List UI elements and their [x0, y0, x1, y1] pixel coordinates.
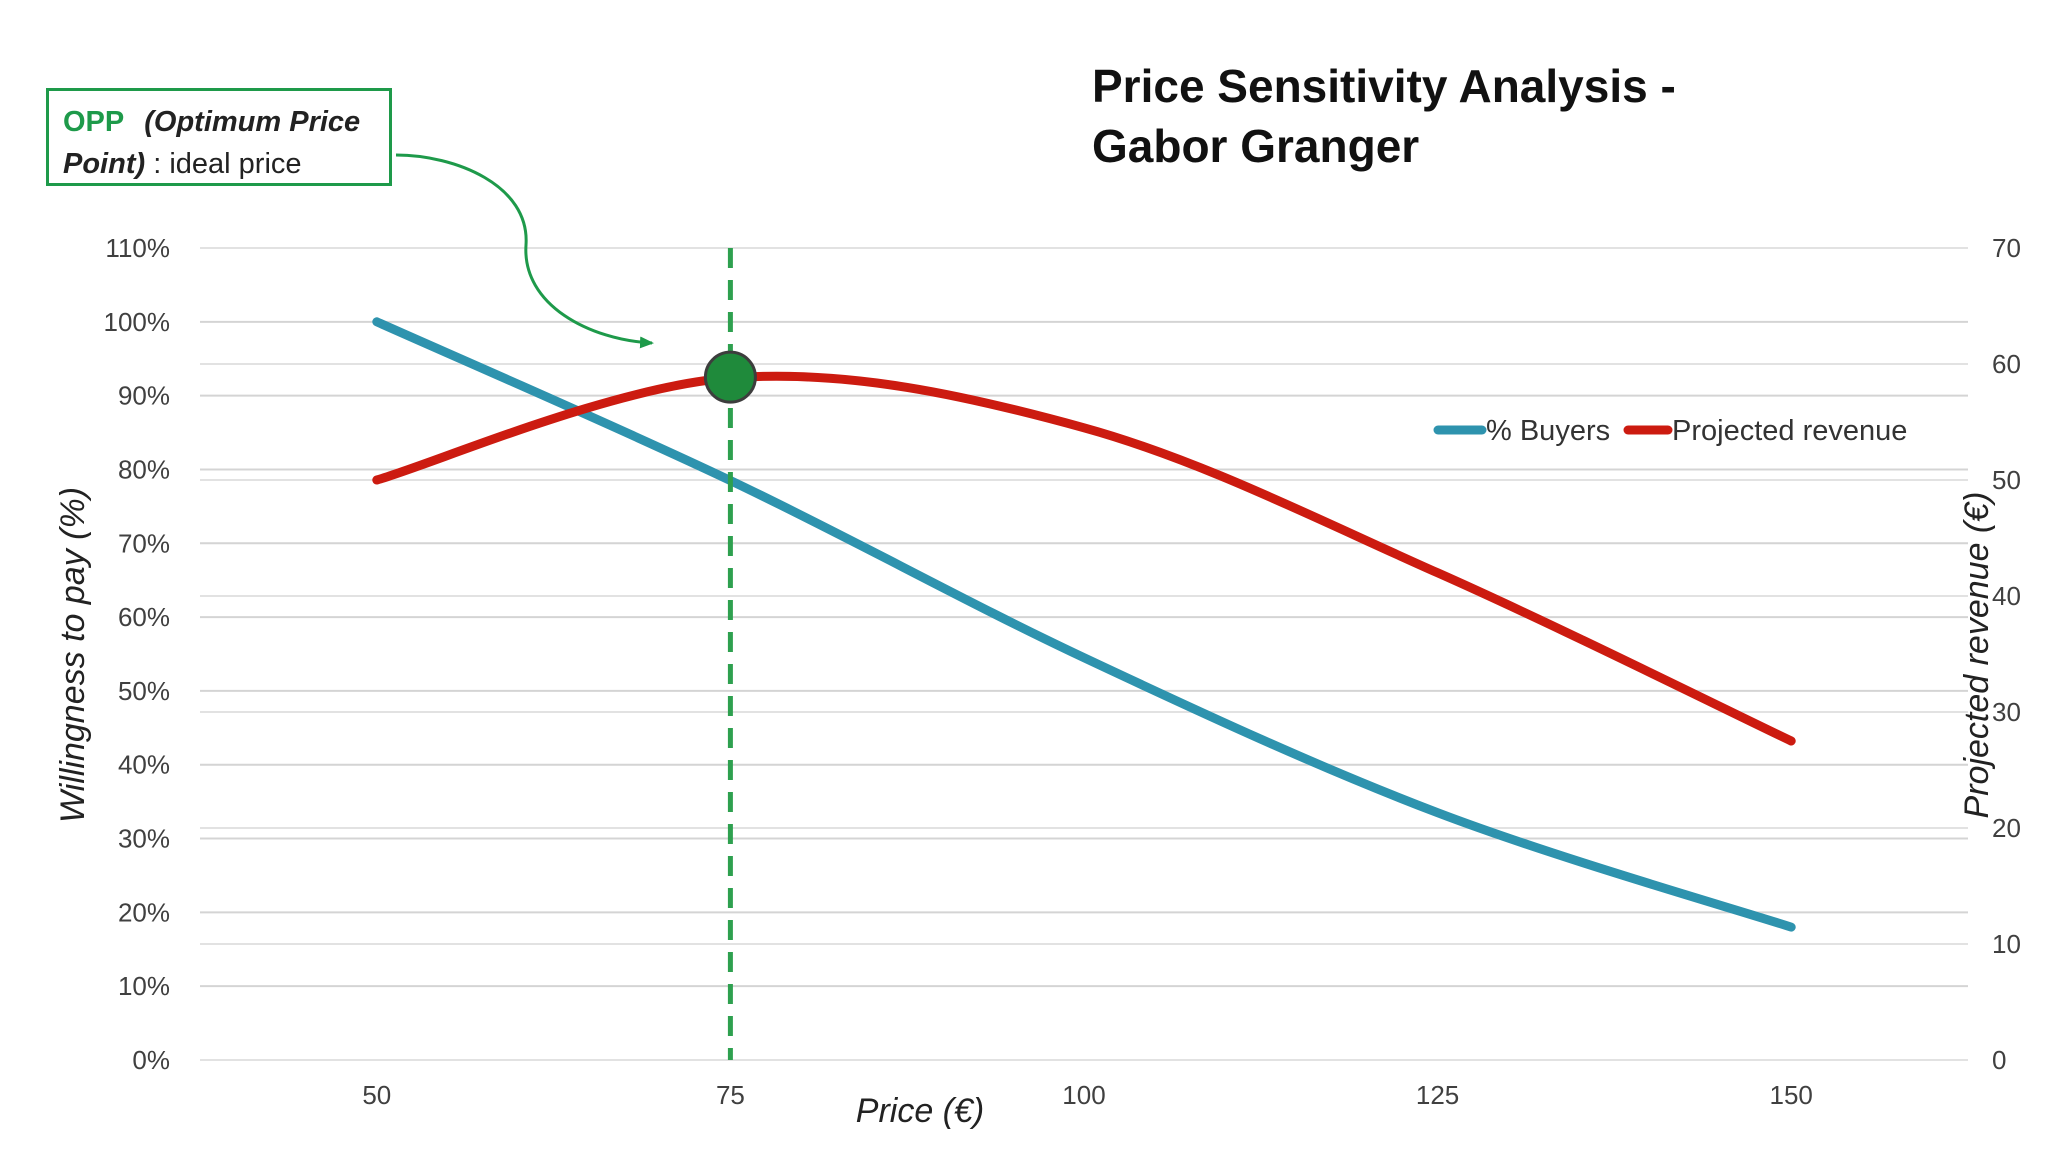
data-point-revenue	[1437, 572, 1439, 574]
chart-title-line-2: Gabor Granger	[1092, 120, 1419, 172]
opp-annotation-box: OPP (Optimum Price Point) : ideal price	[46, 88, 392, 186]
opp-description: : ideal price	[145, 148, 302, 180]
opp-full-name: (Optimum Price Point)	[63, 106, 361, 180]
y-right-tick-label: 20	[1992, 813, 2021, 843]
y-right-tick-label: 50	[1992, 465, 2021, 495]
annotation-arrow	[395, 153, 654, 349]
y-right-tick-label: 40	[1992, 581, 2021, 611]
y-left-tick-label: 10%	[118, 971, 170, 1001]
y-left-tick-label: 60%	[118, 602, 170, 632]
data-point-buyers	[1437, 812, 1439, 814]
series-line-buyers	[372, 317, 1796, 932]
y-right-tick-label: 30	[1992, 697, 2021, 727]
legend-label-buyers: % Buyers	[1486, 415, 1610, 447]
y-left-tick-label: 90%	[118, 381, 170, 411]
y-left-tick-label: 0%	[132, 1045, 170, 1075]
y-left-axis-title: Willingness to pay (%)	[54, 487, 92, 823]
y-right-tick-label: 70	[1992, 233, 2021, 263]
y-right-axis-title: Projected revenue (€)	[1958, 492, 1996, 819]
y-left-tick-label: 110%	[105, 233, 170, 263]
y-right-tick-label: 0	[1992, 1045, 2006, 1075]
x-tick-label: 125	[1416, 1080, 1459, 1110]
y-left-tick-label: 50%	[118, 676, 170, 706]
y-right-tick-label: 60	[1992, 349, 2021, 379]
x-tick-label: 50	[362, 1080, 391, 1110]
x-tick-label: 100	[1062, 1080, 1105, 1110]
x-tick-label: 75	[716, 1080, 745, 1110]
chart-title-line-1: Price Sensitivity Analysis -	[1092, 60, 1676, 112]
y-left-tick-label: 80%	[118, 454, 170, 484]
data-point-buyers	[1083, 657, 1085, 659]
legend-label-revenue: Projected revenue	[1672, 415, 1907, 447]
opp-abbrev: OPP	[63, 106, 125, 138]
legend: % Buyers Projected revenue	[1433, 415, 1907, 447]
y-right-tick-label: 10	[1992, 929, 2021, 959]
x-axis-ticks: 50 75 100 125 150	[362, 1080, 1813, 1110]
series-lines	[372, 317, 1796, 932]
data-point-buyers	[376, 321, 378, 323]
y-left-tick-label: 40%	[118, 750, 170, 780]
y-left-tick-label: 20%	[118, 897, 170, 927]
gridlines	[200, 247, 1968, 1061]
optimum-point-marker	[703, 350, 757, 404]
left-axis-ticks: 0% 10% 20% 30% 40% 50% 60% 70% 80% 90% 100% 110%	[104, 233, 171, 1075]
data-point-buyers	[1790, 926, 1792, 928]
right-axis-ticks: 0 10 20 30 40 50 60 70	[1992, 233, 2021, 1075]
optimum-price-layer	[703, 248, 757, 1060]
y-left-tick-label: 70%	[118, 528, 170, 558]
y-left-tick-label: 30%	[118, 824, 170, 854]
data-point-revenue	[1083, 427, 1085, 429]
x-axis-title: Price (€)	[856, 1092, 984, 1130]
x-tick-label: 150	[1770, 1080, 1813, 1110]
data-point-revenue	[376, 479, 378, 481]
y-left-tick-label: 100%	[104, 307, 171, 337]
data-point-revenue	[1790, 740, 1792, 742]
